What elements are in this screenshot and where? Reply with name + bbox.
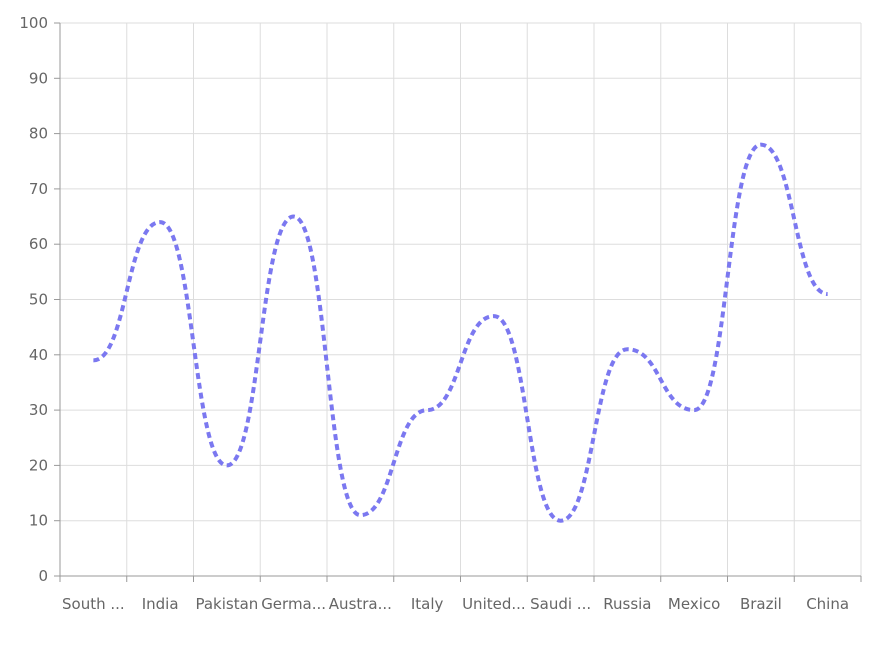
data-point <box>292 215 296 219</box>
y-tick-label: 0 <box>38 567 48 585</box>
y-tick-labels: 0 10 20 30 40 50 60 70 80 90 100 <box>19 14 48 585</box>
y-tick-label: 100 <box>19 14 48 32</box>
y-tick-label: 40 <box>29 346 48 364</box>
data-point <box>358 513 362 517</box>
series-layer <box>91 142 830 523</box>
data-point <box>826 292 830 296</box>
data-point <box>492 314 496 318</box>
x-tick-label: Pakistan <box>195 595 258 613</box>
y-tick-label: 30 <box>29 401 48 419</box>
x-tick-label: Saudi ... <box>530 595 591 613</box>
data-point <box>91 358 95 362</box>
x-tick-label: Germa... <box>261 595 326 613</box>
y-tick-label: 20 <box>29 456 48 474</box>
data-point <box>425 408 429 412</box>
data-point <box>692 408 696 412</box>
x-tick-label: Austra... <box>329 595 392 613</box>
x-tick-label: Russia <box>603 595 651 613</box>
y-tick-label: 50 <box>29 291 48 309</box>
data-point <box>559 519 563 523</box>
x-tick-label: Mexico <box>668 595 720 613</box>
series-line <box>92 142 829 523</box>
y-tick-label: 60 <box>29 235 48 253</box>
data-point <box>759 143 763 147</box>
x-tick-label: United... <box>462 595 526 613</box>
y-tick-label: 10 <box>29 512 48 530</box>
x-tick-label: China <box>806 595 849 613</box>
data-point <box>225 463 229 467</box>
y-tick-label: 70 <box>29 180 48 198</box>
axes <box>54 22 862 582</box>
x-tick-labels: South ... India Pakistan Germa... Austra... I… <box>62 595 849 613</box>
y-tick-label: 90 <box>29 69 48 87</box>
x-tick-label: Brazil <box>740 595 782 613</box>
data-point <box>158 220 162 224</box>
x-tick-label: Italy <box>411 595 444 613</box>
grid <box>59 22 862 577</box>
y-tick-label: 80 <box>29 125 48 143</box>
x-tick-label: South ... <box>62 595 125 613</box>
x-tick-label: India <box>142 595 179 613</box>
data-point <box>625 347 629 351</box>
